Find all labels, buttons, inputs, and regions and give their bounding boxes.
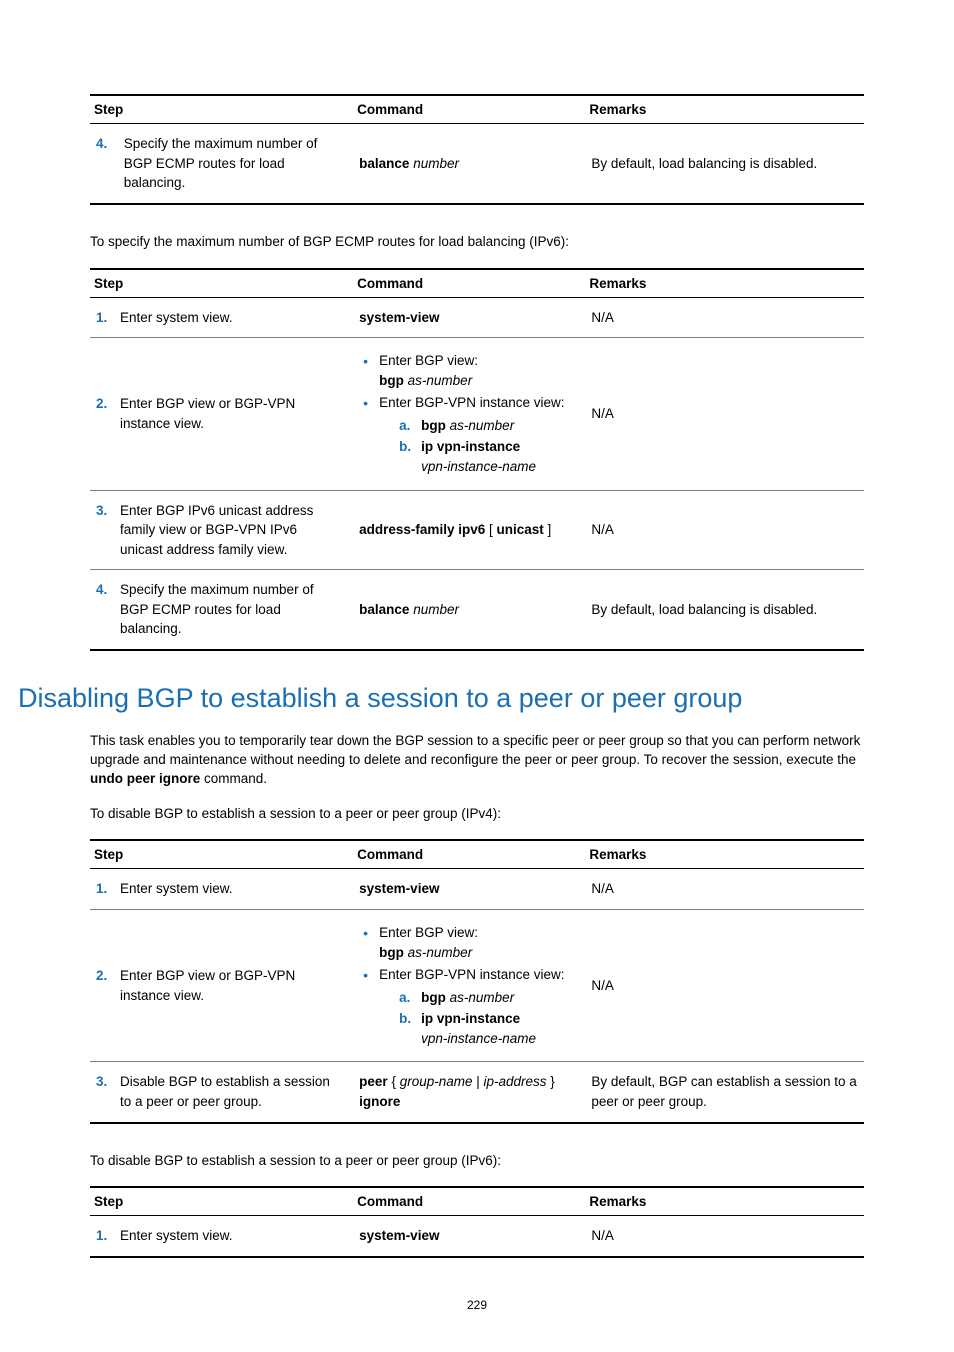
- step-number: 4.: [96, 134, 120, 154]
- th-command: Command: [353, 95, 585, 124]
- table-row: 4. Specify the maximum number of BGP ECM…: [90, 124, 864, 204]
- th-step: Step: [90, 95, 353, 124]
- step-desc: Specify the maximum number of BGP ECMP r…: [124, 134, 345, 193]
- command-cell: address-family ipv6 [ unicast ]: [353, 490, 585, 570]
- intro-ipv6: To specify the maximum number of BGP ECM…: [90, 233, 864, 252]
- table-row: 1.Enter system view. system-view N/A: [90, 869, 864, 910]
- table-row: 2.Enter BGP view or BGP-VPN instance vie…: [90, 910, 864, 1062]
- th-remarks: Remarks: [585, 269, 864, 298]
- table-row: 3.Disable BGP to establish a session to …: [90, 1062, 864, 1123]
- table-row: 2.Enter BGP view or BGP-VPN instance vie…: [90, 338, 864, 490]
- section-heading-disable-bgp: Disabling BGP to establish a session to …: [18, 683, 864, 714]
- command-cell: Enter BGP view: bgp as-number Enter BGP-…: [353, 338, 585, 490]
- page-number: 229: [90, 1298, 864, 1312]
- remarks-cell: By default, load balancing is disabled.: [585, 124, 864, 204]
- table-ecmp-ipv4-tail: Step Command Remarks 4. Specify the maxi…: [90, 94, 864, 205]
- table-ecmp-ipv6: Step Command Remarks 1.Enter system view…: [90, 268, 864, 651]
- table-disable-ipv6: Step Command Remarks 1.Enter system view…: [90, 1186, 864, 1258]
- section-intro: This task enables you to temporarily tea…: [90, 732, 864, 789]
- th-remarks: Remarks: [585, 95, 864, 124]
- intro-disable-ipv6: To disable BGP to establish a session to…: [90, 1152, 864, 1171]
- intro-disable-ipv4: To disable BGP to establish a session to…: [90, 805, 864, 824]
- command-cell: balance number: [353, 124, 585, 204]
- th-command: Command: [353, 269, 585, 298]
- page-content: Step Command Remarks 4. Specify the maxi…: [0, 0, 954, 1352]
- th-step: Step: [90, 269, 353, 298]
- table-row: 1.Enter system view. system-view N/A: [90, 297, 864, 338]
- command-cell: peer { group-name | ip-address } ignore: [353, 1062, 585, 1123]
- table-row: 1.Enter system view. system-view N/A: [90, 1216, 864, 1257]
- table-row: 4.Specify the maximum number of BGP ECMP…: [90, 570, 864, 650]
- table-row: 3.Enter BGP IPv6 unicast address family …: [90, 490, 864, 570]
- table-disable-ipv4: Step Command Remarks 1.Enter system view…: [90, 839, 864, 1123]
